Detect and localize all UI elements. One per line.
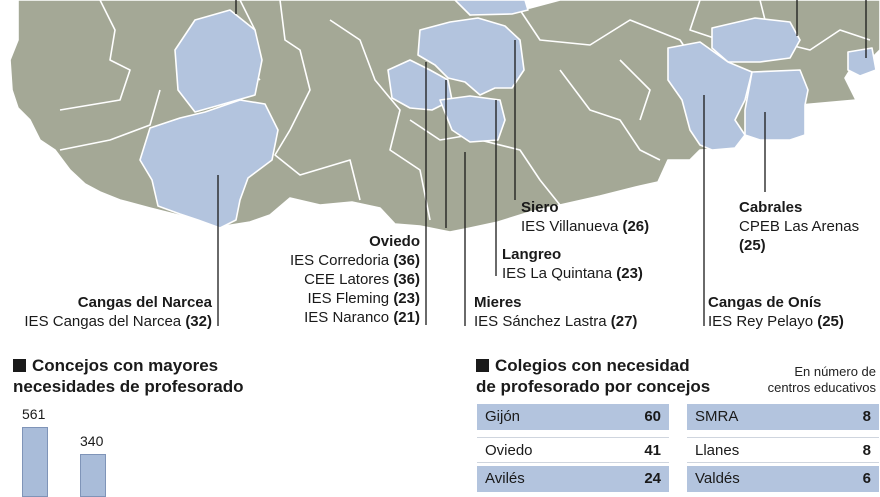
map-region-highlighted — [847, 47, 877, 77]
map-region-highlighted — [454, 0, 529, 16]
callout-cangas-narcea-name: Cangas del Narcea — [77, 294, 212, 311]
table-row-value: 6 — [862, 470, 871, 487]
callout-oviedo-name: Oviedo — [369, 233, 420, 250]
callout-oviedo-count-1: (36) — [393, 252, 420, 269]
callout-siero-name: Siero — [521, 199, 559, 216]
callout-cangas-onis-count: (25) — [817, 313, 844, 330]
map-boundary — [329, 19, 431, 221]
callout-cangas-narcea-count: (32) — [185, 313, 212, 330]
right-section-title: Colegios con necesidad de profesorado po… — [476, 356, 711, 396]
callout-langreo: Langreo IES La Quintana (23) — [502, 245, 643, 283]
map-boundary — [689, 0, 721, 41]
square-bullet-icon — [476, 359, 489, 372]
bar-value-label: 561 — [22, 406, 46, 422]
table-row: Avilés 24 — [477, 466, 669, 492]
callout-siero: Siero IES Villanueva (26) — [521, 198, 649, 236]
square-bullet-icon — [13, 359, 26, 372]
callout-cabrales: Cabrales CPEB Las Arenas (25) — [739, 198, 859, 255]
callout-mieres-count: (27) — [610, 313, 638, 330]
callout-cangas-onis-school: IES Rey Pelayo — [708, 313, 818, 330]
map-boundary — [59, 89, 161, 151]
callout-cangas-onis: Cangas de Onís IES Rey Pelayo (25) — [708, 293, 844, 331]
table-row-name: SMRA — [695, 408, 739, 425]
map-boundary — [274, 0, 361, 201]
map-region-highlighted — [711, 17, 801, 63]
bar-value-label: 340 — [80, 433, 104, 449]
callout-oviedo-school-1: IES Corredoria — [289, 252, 394, 269]
map-region-highlighted — [439, 95, 506, 143]
callout-cabrales-count: (25) — [739, 237, 766, 254]
table-row: Gijón 60 — [477, 404, 669, 430]
callout-cabrales-name: Cabrales — [739, 199, 803, 216]
table-row-name: Valdés — [695, 470, 740, 487]
callout-oviedo-school-2: CEE Latores — [304, 271, 394, 288]
map-region-highlighted — [139, 99, 279, 229]
callout-oviedo: Oviedo IES Corredoria (36) CEE Latores (… — [290, 232, 420, 327]
map-boundary — [409, 119, 471, 141]
table-row-name: Avilés — [485, 470, 525, 487]
table-row-value: 8 — [862, 442, 871, 459]
map-boundary — [479, 139, 561, 206]
left-section-title: Concejos con mayores necesidades de prof… — [13, 356, 244, 396]
callout-siero-school: IES Villanueva — [521, 218, 623, 235]
callout-mieres-school: IES Sánchez Lastra — [474, 313, 611, 330]
callout-langreo-school: IES La Quintana — [502, 265, 617, 282]
map-boundary — [59, 0, 131, 111]
callout-mieres: Mieres IES Sánchez Lastra (27) — [474, 293, 637, 331]
table-row-value: 41 — [644, 442, 661, 459]
callout-oviedo-count-2: (36) — [393, 271, 420, 288]
table-row: Oviedo 41 — [477, 437, 669, 463]
table-note: En número de centros educativos — [767, 364, 876, 395]
table-row-value: 8 — [862, 408, 871, 425]
callout-oviedo-count-3: (23) — [393, 290, 420, 307]
map-region-highlighted — [417, 17, 525, 96]
map-region-highlighted — [667, 41, 753, 151]
table-row-name: Oviedo — [485, 442, 533, 459]
table-row-name: Llanes — [695, 442, 740, 459]
callout-cangas-narcea-school: IES Cangas del Narcea — [24, 313, 186, 330]
bar — [80, 454, 106, 497]
callout-cangas-narcea: Cangas del Narcea IES Cangas del Narcea … — [24, 293, 212, 331]
map-boundary — [619, 59, 651, 121]
callout-oviedo-school-3: IES Fleming — [307, 290, 394, 307]
table-row-value: 60 — [644, 408, 661, 425]
asturias-map — [9, 0, 880, 326]
callout-langreo-count: (23) — [616, 265, 643, 282]
map-region-highlighted — [174, 9, 263, 113]
callout-oviedo-school-4: IES Naranco — [304, 309, 394, 326]
callout-cangas-onis-name: Cangas de Onís — [708, 294, 822, 311]
map-region-highlighted — [744, 69, 809, 141]
callout-mieres-name: Mieres — [474, 294, 522, 311]
callout-langreo-name: Langreo — [502, 246, 562, 263]
table-row: Valdés 6 — [687, 466, 879, 492]
callout-siero-count: (26) — [622, 218, 650, 235]
table-row-name: Gijón — [485, 408, 521, 425]
table-row: Llanes 8 — [687, 437, 879, 463]
bar — [22, 427, 48, 497]
callout-cabrales-school: CPEB Las Arenas — [739, 218, 860, 235]
table-row-value: 24 — [644, 470, 661, 487]
table-row: SMRA 8 — [687, 404, 879, 430]
callout-oviedo-count-4: (21) — [393, 309, 420, 326]
map-boundary — [559, 69, 661, 161]
